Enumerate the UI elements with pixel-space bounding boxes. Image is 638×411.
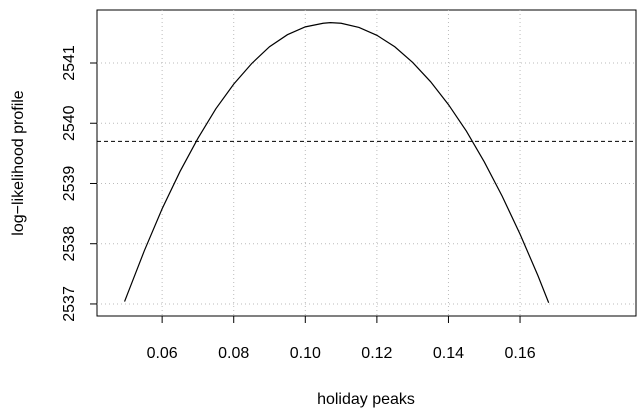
y-axis-label: log−likelihood profile <box>10 90 27 236</box>
x-axis-label: holiday peaks <box>317 391 415 408</box>
y-tick-label: 2541 <box>61 45 78 81</box>
x-tick-label: 0.08 <box>218 345 249 362</box>
y-tick-label: 2538 <box>61 226 78 262</box>
y-tick-label: 2537 <box>61 286 78 322</box>
x-tick-label: 0.14 <box>433 345 464 362</box>
line <box>123 22 550 303</box>
plot-box <box>96 9 637 317</box>
x-tick-label: 0.10 <box>290 345 321 362</box>
x-tick-label: 0.12 <box>361 345 392 362</box>
x-tick-label: 0.06 <box>147 345 178 362</box>
y-tick-label: 2539 <box>61 166 78 202</box>
x-tick-label: 0.16 <box>504 345 535 362</box>
y-tick-label: 2540 <box>61 105 78 141</box>
